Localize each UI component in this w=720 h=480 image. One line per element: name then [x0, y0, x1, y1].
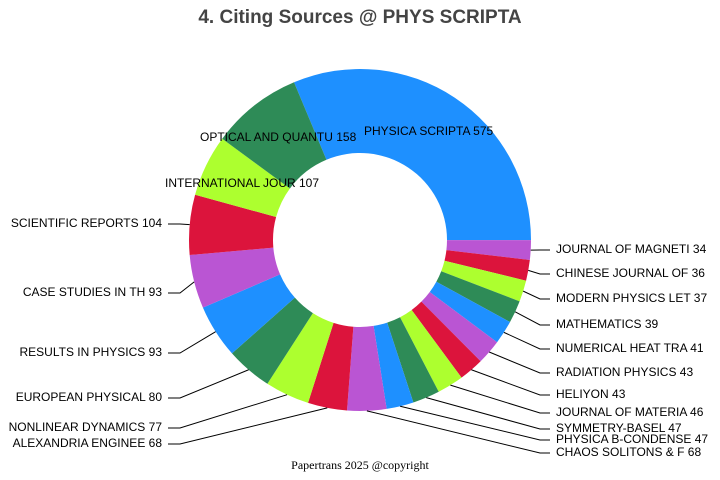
slice-label: PHYSICA B-CONDENSE 47: [556, 432, 708, 446]
leader-line: [168, 331, 216, 354]
donut-slice: [446, 240, 531, 260]
slice-label: CHAOS SOLITONS & F 68: [556, 445, 701, 459]
slice-label: EUROPEAN PHYSICAL 80: [16, 390, 163, 404]
donut-slice: [441, 260, 527, 302]
footer: Papertrans 2025 @copyright: [291, 458, 429, 472]
slice-label: HELIYON 43: [556, 387, 626, 401]
donut-slice: [436, 271, 520, 323]
donut-slice: [189, 247, 281, 308]
leader-line: [522, 290, 550, 300]
leader-line: [450, 384, 550, 414]
slice-label: OPTICAL AND QUANTU 158: [200, 130, 357, 144]
donut-slice: [267, 313, 334, 403]
slice-label: ALEXANDRIA ENGINEE 68: [13, 436, 163, 450]
donut-slice: [347, 325, 387, 411]
chart-title: 4. Citing Sources @ PHYS SCRIPTA: [198, 7, 522, 28]
leader-line: [528, 269, 550, 275]
leader-line: [168, 223, 190, 226]
slice-label: PHYSICA SCRIPTA 575: [364, 124, 493, 138]
leader-line: [168, 394, 288, 429]
slice-label: RADIATION PHYSICS 43: [556, 365, 693, 379]
donut-slice: [421, 292, 498, 362]
slice-label: RESULTS IN PHYSICS 93: [20, 345, 163, 359]
donut-slice: [231, 297, 313, 384]
donut-slice: [373, 322, 414, 409]
slice-label: CASE STUDIES IN TH 93: [23, 285, 162, 299]
slice-label: SYMMETRY-BASEL 47: [556, 421, 682, 435]
donut-slice: [387, 317, 439, 403]
leader-line: [426, 397, 550, 430]
donut-slice: [308, 322, 354, 411]
slice-label: NUMERICAL HEAT TRA 41: [556, 341, 704, 355]
leader-line: [400, 405, 550, 441]
slice-label: NONLINEAR DYNAMICS 77: [9, 420, 163, 434]
slice-label: INTERNATIONAL JOUR 107: [165, 176, 319, 190]
donut-slice: [189, 194, 277, 256]
leader-line: [168, 369, 249, 399]
leader-line: [503, 331, 550, 350]
slice-label: SCIENTIFIC REPORTS 104: [11, 216, 162, 230]
slice-label: JOURNAL OF MAGNETI 34: [556, 242, 707, 256]
donut-slice: [411, 301, 481, 378]
leader-line: [489, 351, 550, 374]
leader-line: [168, 407, 328, 445]
slice-label: MODERN PHYSICS LET 37: [556, 291, 707, 305]
leader-line: [168, 281, 195, 294]
donut-slice: [202, 274, 295, 354]
donut-slice: [195, 138, 290, 217]
slice-label: CHINESE JOURNAL OF 36: [556, 266, 705, 280]
slice-label: MATHEMATICS 39: [556, 317, 659, 331]
leader-line: [471, 369, 550, 396]
donut-slice: [294, 69, 531, 241]
donut-slice: [400, 310, 462, 392]
donut-slice: [429, 281, 511, 343]
donut-slice: [444, 250, 530, 281]
slice-label: JOURNAL OF MATERIA 46: [556, 405, 704, 419]
leader-line: [366, 410, 550, 454]
leader-line: [514, 311, 550, 326]
donut-slice: [222, 82, 327, 189]
